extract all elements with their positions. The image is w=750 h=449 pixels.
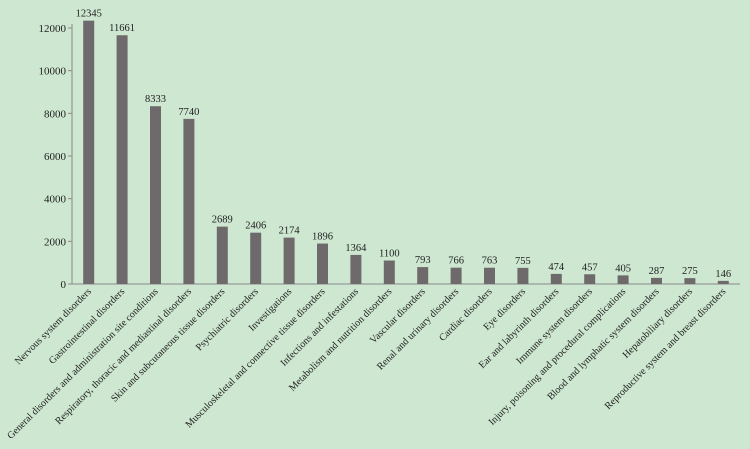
data-label: 405 [615, 263, 631, 274]
data-label: 793 [415, 255, 431, 266]
bar [83, 20, 95, 284]
y-axis: 0 2000 4000 6000 8000 10000 12000 [39, 23, 73, 291]
data-label: 755 [515, 256, 531, 267]
bar [183, 118, 195, 284]
data-label: 2174 [279, 226, 301, 237]
bar [617, 275, 629, 284]
bar [584, 274, 596, 284]
data-label: 2406 [245, 221, 266, 232]
data-label: 2689 [212, 215, 233, 226]
y-tick-label: 8000 [44, 108, 67, 120]
bar [450, 267, 462, 284]
data-label: 1896 [312, 232, 333, 243]
x-tick-label: Psychiatric disorders [194, 286, 261, 353]
bar [383, 260, 395, 284]
data-label: 1100 [379, 249, 400, 260]
bar [417, 267, 429, 284]
data-label: 12345 [76, 9, 102, 20]
data-label: 275 [682, 266, 698, 277]
data-label: 146 [715, 269, 731, 280]
data-labels: 12345 11661 8333 7740 2689 2406 2174 1896 1364 11… [76, 9, 732, 280]
y-tick-label: 6000 [44, 151, 67, 163]
data-label: 766 [448, 256, 464, 267]
bar [484, 267, 495, 284]
data-label: 474 [548, 262, 565, 273]
y-tick-label: 2000 [44, 236, 67, 248]
bar [283, 237, 295, 284]
x-tick-label: Reproductive system and breast disorders [603, 286, 729, 412]
y-tick-label: 0 [61, 279, 67, 291]
y-tick-label: 4000 [44, 194, 67, 206]
x-tick-labels: Nervous system disordersGastrointestinal… [5, 286, 728, 441]
bars [83, 20, 729, 285]
data-label: 763 [482, 256, 498, 267]
bar [250, 232, 262, 284]
y-tick-label: 10000 [39, 66, 67, 78]
bar [317, 243, 328, 284]
x-tick-label: General disorders and administration sit… [5, 286, 160, 441]
data-label: 11661 [109, 23, 135, 34]
bar [116, 35, 128, 285]
y-tick-label: 12000 [39, 23, 67, 35]
bar [550, 273, 562, 284]
data-label: 287 [649, 266, 665, 277]
data-label: 457 [582, 262, 598, 273]
bar [350, 254, 362, 284]
data-label: 7740 [178, 107, 199, 118]
bar [651, 277, 662, 284]
data-label: 8333 [145, 94, 166, 105]
bar [216, 226, 228, 284]
bar [150, 106, 161, 284]
bar [717, 280, 729, 284]
bar [684, 278, 696, 284]
bar [517, 267, 529, 284]
data-label: 1364 [345, 243, 367, 254]
